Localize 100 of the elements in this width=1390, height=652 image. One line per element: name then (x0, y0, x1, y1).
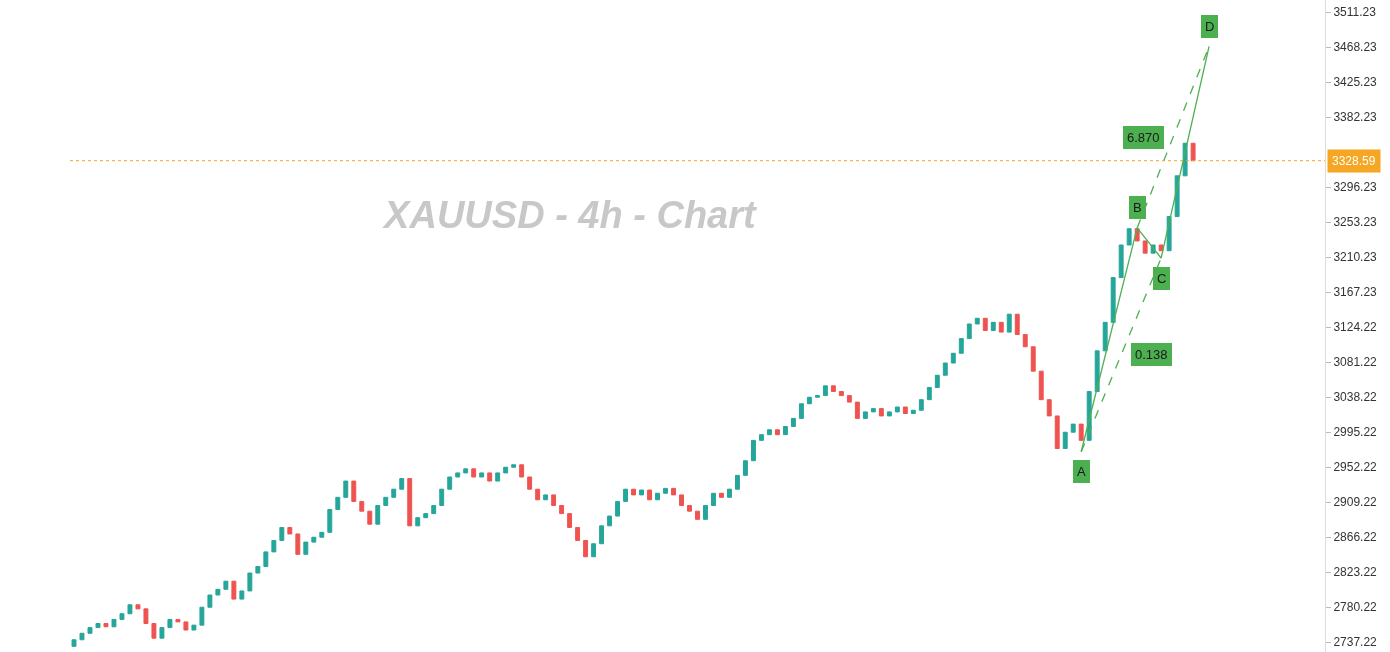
candlestick (487, 472, 493, 482)
ref-line-label: 3328.59 (1332, 154, 1376, 168)
candlestick (870, 408, 876, 413)
candlestick (950, 352, 956, 364)
y-tick-label: 2737.22 (1333, 635, 1378, 650)
candlestick (1110, 277, 1116, 323)
candlestick (471, 468, 477, 478)
candlestick (399, 478, 405, 490)
candlestick (990, 321, 996, 331)
candlestick (127, 604, 133, 615)
candlestick (894, 406, 900, 413)
candlestick (415, 517, 421, 527)
candlestick (543, 494, 549, 501)
candlestick (862, 411, 868, 419)
candlestick (447, 476, 453, 490)
annotation: 6.870 (1127, 130, 1160, 145)
candlestick (846, 395, 852, 403)
y-tick-label: 3296.23 (1333, 180, 1378, 195)
candlestick (790, 417, 796, 428)
candlestick (1006, 313, 1012, 333)
candlestick (695, 510, 700, 520)
candlestick (463, 468, 469, 474)
candlestick (615, 500, 621, 517)
candlestick (934, 374, 940, 388)
candlestick (966, 323, 972, 340)
data-label: C (1157, 271, 1167, 286)
y-tick-label: 2952.22 (1333, 460, 1378, 475)
candlestick (782, 426, 788, 436)
candlestick (766, 429, 772, 436)
candlestick (814, 395, 820, 398)
candlestick (1022, 334, 1028, 348)
candlestick (431, 504, 437, 515)
y-tick-label: 3167.23 (1333, 285, 1378, 300)
candlestick (375, 504, 381, 525)
candlestick (902, 406, 908, 414)
candlestick (95, 623, 101, 629)
candlestick (159, 627, 165, 639)
candlestick (1070, 423, 1076, 433)
candlestick (663, 487, 668, 494)
y-tick-label: 2866.22 (1333, 530, 1378, 545)
y-tick-label: 2780.22 (1333, 600, 1378, 615)
candlestick (854, 401, 860, 419)
candlestick (391, 488, 397, 498)
candlestick (207, 594, 213, 608)
candlestick (103, 623, 109, 628)
candlestick (319, 531, 325, 538)
candlestick (1062, 431, 1068, 449)
candlestick (167, 618, 173, 629)
candlestick (567, 513, 573, 528)
y-tick-label: 2823.22 (1333, 565, 1378, 580)
data-label: B (1133, 200, 1142, 215)
candlestick (998, 321, 1004, 333)
candlestick (910, 409, 916, 414)
candlestick (751, 439, 756, 462)
y-tick-label: 3210.23 (1333, 250, 1378, 265)
candlestick (806, 396, 812, 405)
candlestick (183, 621, 189, 631)
candlestick (175, 618, 181, 623)
candlestick (455, 472, 461, 478)
candlestick (631, 488, 637, 496)
y-tick-label: 2995.22 (1333, 425, 1378, 440)
candlestick (1126, 228, 1132, 246)
candlestick (599, 525, 605, 545)
candlestick (527, 476, 533, 490)
candlestick (247, 572, 253, 592)
data-label: A (1077, 464, 1086, 479)
candlestick (1046, 399, 1052, 417)
candlestick (199, 606, 205, 626)
y-tick-label: 3382.23 (1333, 110, 1378, 125)
candlestick (135, 604, 141, 610)
candlestick (798, 403, 804, 419)
candlestick (687, 504, 692, 512)
candlestick (974, 317, 980, 325)
candlestick (71, 639, 77, 647)
candlestick (1118, 244, 1124, 279)
annotation: 0.138 (1135, 347, 1168, 362)
candlestick (255, 566, 261, 574)
candlestick (311, 536, 317, 543)
candlestick (623, 488, 629, 502)
candlestick (479, 472, 485, 478)
candlestick (822, 385, 828, 397)
candlestick (503, 466, 509, 474)
candlestick (119, 613, 125, 620)
candlestick (231, 580, 237, 600)
candlestick (918, 399, 924, 411)
candlestick (583, 539, 589, 558)
y-tick-label: 2909.22 (1333, 495, 1378, 510)
candlestick (758, 434, 764, 441)
candlestick (639, 489, 644, 496)
candlestick (271, 539, 277, 553)
candlestick (191, 624, 197, 631)
candlestick (719, 492, 724, 498)
candlestick (607, 515, 613, 527)
candlestick (511, 464, 517, 468)
candlestick (519, 464, 525, 478)
candlestick (942, 362, 948, 376)
candlestick (591, 543, 597, 558)
candlestick (679, 494, 684, 506)
candlestick (735, 474, 740, 490)
candlestick (559, 504, 565, 515)
